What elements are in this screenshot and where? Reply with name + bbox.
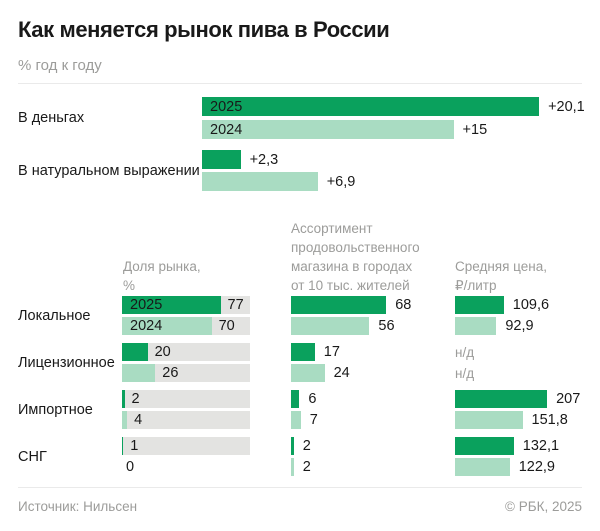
price-bar-imported-2025 bbox=[455, 390, 548, 408]
bar-year-label: 2024 bbox=[210, 121, 243, 138]
bar-value-label: 1 bbox=[130, 438, 139, 454]
share-track-licensed-2025: 20 bbox=[122, 343, 250, 361]
column-header-share: Доля рынка, % bbox=[123, 259, 201, 293]
chart-unit-subtitle: % год к году bbox=[18, 57, 102, 74]
bar-value-label: 2 bbox=[302, 459, 311, 475]
bar-value-label: 6 bbox=[308, 391, 317, 407]
bar-value-label: 7 bbox=[309, 412, 318, 428]
assortment-group-cis-2024: 2 bbox=[291, 458, 311, 476]
assortment-bar-local-2025 bbox=[291, 296, 387, 314]
bar-value-label: 132,1 bbox=[522, 438, 560, 454]
bar-value-label: +15 bbox=[462, 121, 488, 138]
bar-value-label: 24 bbox=[333, 365, 350, 381]
assortment-group-local-2025: 68 bbox=[291, 296, 411, 314]
bar-value-label: 2 bbox=[131, 391, 140, 407]
price-group-local-2025: 109,6 bbox=[455, 296, 549, 314]
row-label-licensed: Лицензионное bbox=[18, 354, 115, 371]
price-bar-cis-2024 bbox=[455, 458, 510, 476]
page-title: Как меняется рынок пива в России bbox=[18, 17, 390, 42]
footer-divider bbox=[18, 487, 582, 488]
share-track-local-2025: 2025 77 bbox=[122, 296, 250, 314]
bar-value-label: 56 bbox=[378, 318, 395, 334]
assortment-group-imported-2024: 7 bbox=[291, 411, 318, 429]
price-group-imported-2025: 207 bbox=[455, 390, 580, 408]
bar-value-label: 70 bbox=[218, 318, 235, 334]
assortment-group-local-2024: 56 bbox=[291, 317, 395, 335]
bar-year-label: 2024 bbox=[130, 318, 163, 334]
bar-value-label: +6,9 bbox=[326, 173, 356, 190]
bar-value-label: 151,8 bbox=[531, 412, 568, 428]
bar-money-2025: 2025 bbox=[202, 97, 540, 116]
bar-value-label: 68 bbox=[395, 297, 412, 313]
assortment-group-cis-2025: 2 bbox=[291, 437, 311, 455]
bar-value-label: 207 bbox=[556, 391, 581, 407]
share-track-cis-2025: 1 bbox=[122, 437, 250, 455]
bar-value-label: 77 bbox=[227, 297, 244, 313]
bar-year-label: 2025 bbox=[210, 98, 243, 115]
share-bar-local-2025: 2025 bbox=[122, 296, 221, 314]
bar-group-volume-2025: +2,3 bbox=[202, 150, 278, 169]
price-bar-imported-2024 bbox=[455, 411, 523, 429]
price-group-cis-2025: 132,1 bbox=[455, 437, 559, 455]
bar-value-label: 20 bbox=[154, 344, 171, 360]
bar-value-label: 92,9 bbox=[505, 318, 534, 334]
share-track-licensed-2024: 26 bbox=[122, 364, 250, 382]
share-bar-imported-2024 bbox=[122, 411, 128, 429]
share-track-imported-2024: 4 bbox=[122, 411, 250, 429]
top-row-label-money: В деньгах bbox=[18, 110, 85, 126]
bar-value-label: 17 bbox=[323, 344, 340, 360]
assortment-group-licensed-2024: 24 bbox=[291, 364, 350, 382]
copyright-credit: © РБК, 2025 bbox=[505, 499, 582, 514]
price-group-cis-2024: 122,9 bbox=[455, 458, 555, 476]
bar-value-label: +2,3 bbox=[249, 151, 279, 168]
bar-value-label: 4 bbox=[134, 412, 143, 428]
assortment-bar-imported-2024 bbox=[291, 411, 301, 429]
assortment-bar-cis-2024 bbox=[291, 458, 294, 476]
price-group-local-2024: 92,9 bbox=[455, 317, 534, 335]
column-header-assortment: Ассортимент продовольственного магазина … bbox=[291, 221, 420, 293]
price-bar-cis-2025 bbox=[455, 437, 514, 455]
share-bar-licensed-2025 bbox=[122, 343, 148, 361]
share-track-local-2024: 2024 70 bbox=[122, 317, 250, 335]
bar-volume-2024 bbox=[202, 172, 318, 191]
share-bar-cis-2025 bbox=[122, 437, 124, 455]
assortment-bar-licensed-2024 bbox=[291, 364, 325, 382]
share-bar-licensed-2024 bbox=[122, 364, 156, 382]
column-header-price: Средняя цена, ₽/литр bbox=[455, 259, 547, 293]
assortment-bar-local-2024 bbox=[291, 317, 370, 335]
bar-value-label: 0 bbox=[126, 459, 135, 475]
row-label-imported: Импортное bbox=[18, 401, 93, 418]
top-row-label-volume: В натуральном выражении bbox=[18, 163, 200, 179]
price-bar-local-2025 bbox=[455, 296, 504, 314]
bar-group-money-2024: 2024 +15 bbox=[202, 120, 487, 139]
assortment-bar-licensed-2025 bbox=[291, 343, 315, 361]
price-no-data-licensed-2024: н/д bbox=[455, 365, 475, 381]
bar-value-label: 122,9 bbox=[518, 459, 555, 475]
share-bar-local-2024: 2024 bbox=[122, 317, 212, 335]
share-group-cis-2024: 0 bbox=[122, 458, 134, 476]
price-bar-local-2024 bbox=[455, 317, 497, 335]
bar-year-label: 2025 bbox=[130, 297, 163, 313]
assortment-bar-imported-2025 bbox=[291, 390, 300, 408]
bar-value-label: +20,1 bbox=[548, 98, 585, 115]
price-group-imported-2024: 151,8 bbox=[455, 411, 568, 429]
bar-group-money-2025: 2025 +20,1 bbox=[202, 97, 585, 116]
assortment-group-imported-2025: 6 bbox=[291, 390, 316, 408]
header-divider bbox=[18, 83, 582, 84]
row-label-local: Локальное bbox=[18, 307, 91, 324]
bar-value-label: 109,6 bbox=[512, 297, 550, 313]
row-label-cis: СНГ bbox=[18, 448, 47, 465]
share-bar-imported-2025 bbox=[122, 390, 125, 408]
assortment-bar-cis-2025 bbox=[291, 437, 294, 455]
assortment-group-licensed-2025: 17 bbox=[291, 343, 340, 361]
bar-group-volume-2024: +6,9 bbox=[202, 172, 355, 191]
source-credit: Источник: Нильсен bbox=[18, 499, 138, 514]
share-track-imported-2025: 2 bbox=[122, 390, 250, 408]
bar-value-label: 2 bbox=[302, 438, 311, 454]
bar-value-label: 26 bbox=[162, 365, 179, 381]
bar-volume-2025 bbox=[202, 150, 241, 169]
bar-money-2024: 2024 bbox=[202, 120, 454, 139]
price-no-data-licensed-2025: н/д bbox=[455, 344, 475, 360]
